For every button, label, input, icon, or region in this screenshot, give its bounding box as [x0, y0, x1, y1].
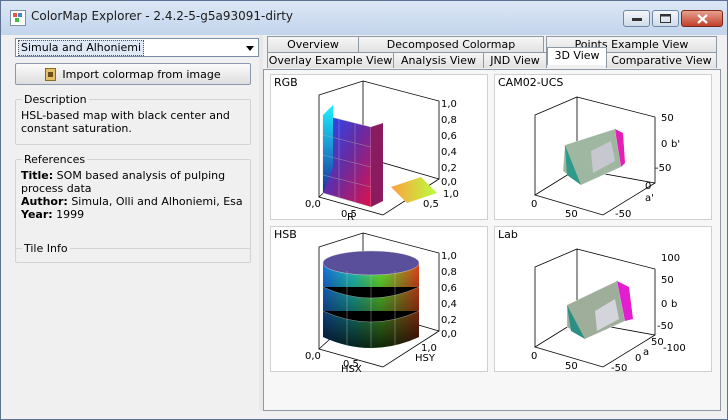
cam-z-label: b': [671, 139, 680, 150]
ref-author-label: Author:: [21, 195, 68, 208]
lab-z-tick-3: 0: [661, 299, 667, 310]
hsb-x-label: HSX: [341, 364, 362, 373]
lab-y-tick-2: 0: [635, 353, 641, 364]
description-title: Description: [22, 93, 89, 106]
ref-title-label: Title:: [21, 169, 54, 182]
references-group: References Title: SOM based analysis of …: [15, 153, 251, 263]
ref-title-value: SOM based analysis of pulping process da…: [21, 169, 226, 195]
rgb-z-tick-5: 0,2: [441, 163, 457, 174]
cam-y-tick-2: -50: [615, 209, 631, 220]
hsb-z-tick-6: 0,0: [441, 329, 457, 340]
left-panel: Simula and Alhoniemi Import colormap fro…: [9, 35, 259, 411]
hsb-x-tick-1: 0,0: [305, 351, 321, 362]
tab-comparative-view[interactable]: Comparative View: [606, 52, 717, 68]
tab-analysis-view[interactable]: Analysis View: [393, 52, 484, 68]
colormap-select[interactable]: Simula and Alhoniemi: [15, 38, 259, 57]
ref-year-value: 1999: [56, 208, 85, 221]
lab-z-tick-2: 50: [661, 275, 674, 286]
plot-lab[interactable]: Lab 100 50 0 b -50 -100: [494, 226, 712, 373]
cam-y-tick-1: 0: [645, 181, 651, 192]
cam-z-tick-2: 0: [661, 139, 667, 150]
hsb-x-tick-2: 0,5: [343, 359, 359, 370]
ref-author-value: Simula, Olli and Alhoniemi, Esa: [71, 195, 243, 208]
cam02-3d-plot: 50 0 b' -50 0 50 0 a' -50: [531, 96, 680, 220]
colormap-select-value: Simula and Alhoniemi: [18, 40, 145, 56]
tab-3d-view[interactable]: 3D View: [547, 47, 607, 65]
plot-hsb-title: HSB: [274, 228, 297, 241]
tab-bar: Overview Decomposed Colormap Points Exam…: [263, 35, 721, 69]
hsb-z-tick-3: 0,6: [441, 283, 457, 294]
lab-y-tick-1: 50: [651, 337, 664, 348]
window-title: ColorMap Explorer - 2.4.2-5-g5a93091-dir…: [31, 9, 294, 23]
plot-hsb[interactable]: HSB 1,0 0,8 0,6: [270, 226, 488, 373]
description-text: HSL-based map with black center and cons…: [21, 109, 230, 135]
rgb-z-tick-4: 0,4: [441, 147, 457, 158]
references-text: Title: SOM based analysis of pulping pro…: [21, 169, 249, 221]
tile-info-title: Tile Info: [22, 242, 70, 255]
hsb-z-tick-2: 0,8: [441, 267, 457, 278]
lab-3d-plot: 100 50 0 b -50 -100 0 50 50 a 0 -50: [531, 248, 686, 373]
plot-rgb-title: RGB: [274, 76, 298, 89]
title-bar[interactable]: ColorMap Explorer - 2.4.2-5-g5a93091-dir…: [1, 1, 727, 35]
import-colormap-button[interactable]: Import colormap from image: [15, 63, 251, 85]
cam-z-tick-1: 50: [661, 113, 674, 124]
rgb-x-tick-3: 1,0: [443, 189, 459, 200]
plot-cam-title: CAM02-UCS: [498, 76, 564, 89]
rgb-z-tick-2: 0,8: [441, 115, 457, 126]
rgb-z-tick-1: 1,0: [441, 99, 457, 110]
rgb-x-tick-2: 0,5: [341, 209, 357, 220]
rgb-y-label: 0,5: [423, 199, 439, 210]
close-button[interactable]: [681, 10, 723, 27]
plot-lab-title: Lab: [498, 228, 518, 241]
tab-decomposed-colormap[interactable]: Decomposed Colormap: [358, 36, 544, 52]
cam-z-tick-3: -50: [655, 163, 671, 174]
minimize-button[interactable]: [623, 10, 650, 27]
lab-x-tick-1: 0: [531, 351, 537, 362]
rgb-x-tick-1: 0,0: [305, 199, 321, 210]
plot-cam02-ucs[interactable]: CAM02-UCS 50 0 b' -50 0 50: [494, 74, 712, 220]
hsb-x-tick-3: 1,0: [421, 343, 437, 354]
rgb-z-tick-6: 0,0: [441, 177, 457, 188]
minimize-icon: [631, 17, 642, 21]
close-icon: [696, 13, 708, 24]
lab-x-tick-2: 50: [565, 361, 578, 372]
tab-overlay-example-view[interactable]: Overlay Example View: [267, 52, 394, 68]
hsb-y-label: HSY: [415, 353, 436, 364]
tab-jnd-view[interactable]: JND View: [483, 52, 547, 68]
rgb-x-label: R: [347, 212, 354, 221]
hsb-z-tick-5: 0,2: [441, 315, 457, 326]
tile-info-group: Tile Info: [15, 242, 251, 258]
lab-z-label: b: [671, 299, 677, 310]
ref-year-label: Year:: [21, 208, 53, 221]
lab-z-tick-5: -100: [663, 343, 686, 354]
cam-x-tick-1: 0: [531, 199, 537, 210]
split-pane-divider[interactable]: [259, 35, 263, 411]
maximize-button[interactable]: [652, 10, 679, 27]
hsb-z-tick-4: 0,4: [441, 299, 457, 310]
maximize-icon: [660, 14, 671, 23]
rgb-z-tick-3: 0,6: [441, 131, 457, 142]
hsb-z-tick-1: 1,0: [441, 251, 457, 262]
lab-y-tick-3: -50: [611, 363, 627, 373]
rgb-3d-plot: 1,0 0,8 0,6 0,4 0,2 0,0 0,0 0,5 1,0 R 0,…: [305, 80, 459, 221]
app-icon: [10, 10, 26, 26]
hsb-3d-plot: 1,0 0,8 0,6 0,4 0,2 0,0 0,0 0,5 1,0 HSX …: [305, 232, 457, 373]
import-colormap-label: Import colormap from image: [62, 67, 221, 81]
cam-y-label: a': [645, 193, 654, 204]
references-title: References: [22, 153, 88, 166]
right-panel: Overview Decomposed Colormap Points Exam…: [263, 35, 721, 411]
cam-x-tick-2: 50: [565, 209, 578, 220]
3d-view-panel: RGB 1,0: [263, 69, 721, 411]
lab-z-tick-1: 100: [661, 253, 680, 264]
description-group: Description HSL-based map with black cen…: [15, 93, 251, 145]
lab-y-label: a: [643, 347, 649, 358]
chevron-down-icon[interactable]: [246, 46, 254, 51]
lab-z-tick-4: -50: [657, 321, 673, 332]
plot-rgb[interactable]: RGB 1,0: [270, 74, 488, 221]
image-icon: [45, 67, 57, 81]
tab-overview[interactable]: Overview: [267, 36, 359, 52]
